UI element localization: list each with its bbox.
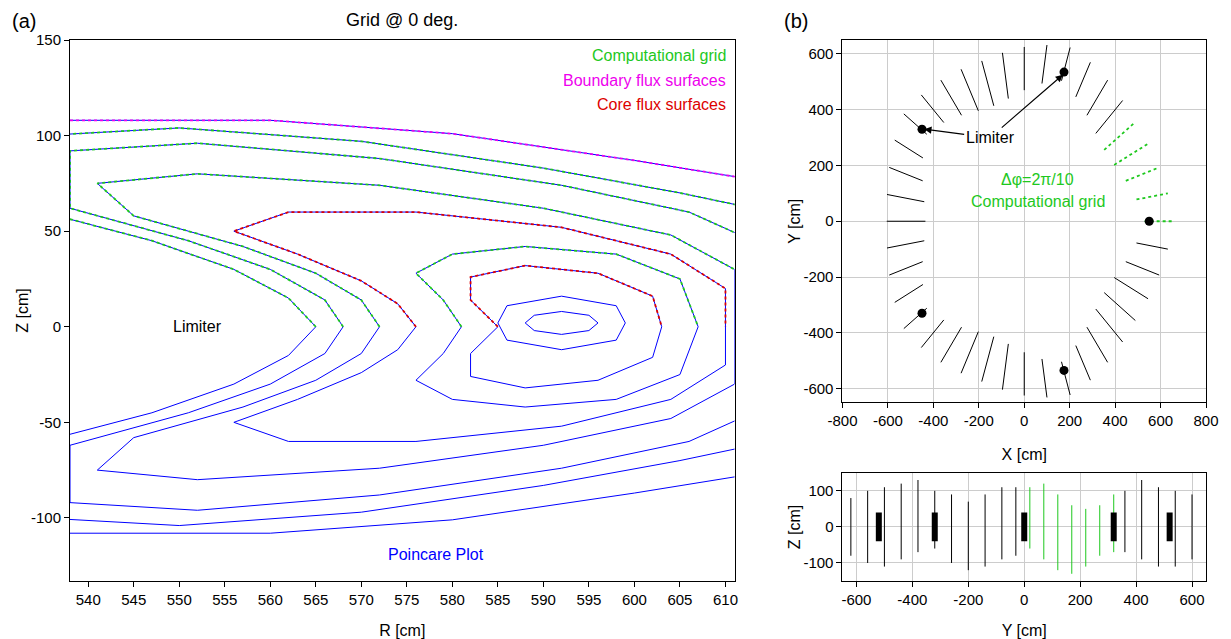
svg-text:800: 800 — [1193, 412, 1218, 429]
svg-text:Poincare Plot: Poincare Plot — [388, 546, 484, 563]
svg-text:0: 0 — [1020, 591, 1028, 608]
svg-text:0: 0 — [53, 318, 61, 335]
svg-text:R [cm]: R [cm] — [379, 622, 425, 639]
svg-text:400: 400 — [1124, 591, 1149, 608]
svg-text:570: 570 — [349, 591, 374, 608]
svg-text:X [cm]: X [cm] — [1002, 446, 1047, 463]
svg-text:-400: -400 — [918, 412, 948, 429]
svg-text:100: 100 — [808, 482, 833, 499]
svg-text:200: 200 — [1057, 412, 1082, 429]
svg-text:555: 555 — [212, 591, 237, 608]
svg-text:100: 100 — [36, 127, 61, 144]
svg-text:0: 0 — [825, 212, 833, 229]
svg-text:540: 540 — [76, 591, 101, 608]
svg-text:610: 610 — [713, 591, 738, 608]
svg-text:50: 50 — [44, 222, 61, 239]
svg-text:-600: -600 — [841, 591, 871, 608]
svg-text:590: 590 — [531, 591, 556, 608]
svg-text:Computational grid: Computational grid — [971, 193, 1105, 210]
svg-text:Computational grid: Computational grid — [592, 47, 726, 64]
svg-text:585: 585 — [485, 591, 510, 608]
svg-text:-800: -800 — [827, 412, 857, 429]
svg-text:-50: -50 — [39, 414, 61, 431]
svg-text:545: 545 — [121, 591, 146, 608]
svg-text:Y [cm]: Y [cm] — [1002, 622, 1047, 639]
svg-text:150: 150 — [36, 31, 61, 48]
svg-text:595: 595 — [576, 591, 601, 608]
svg-text:400: 400 — [808, 101, 833, 118]
svg-text:600: 600 — [1148, 412, 1173, 429]
svg-text:-100: -100 — [31, 509, 61, 526]
svg-text:Δφ=2π/10: Δφ=2π/10 — [1001, 171, 1074, 188]
svg-text:600: 600 — [1180, 591, 1205, 608]
svg-text:-200: -200 — [964, 412, 994, 429]
svg-text:600: 600 — [808, 45, 833, 62]
svg-text:-400: -400 — [897, 591, 927, 608]
svg-text:Grid @ 0 deg.: Grid @ 0 deg. — [346, 10, 458, 30]
svg-text:Limiter: Limiter — [173, 318, 222, 335]
svg-text:0: 0 — [825, 518, 833, 535]
svg-text:Core flux surfaces: Core flux surfaces — [597, 96, 726, 113]
svg-text:-600: -600 — [803, 380, 833, 397]
svg-text:565: 565 — [303, 591, 328, 608]
svg-text:550: 550 — [167, 591, 192, 608]
svg-text:200: 200 — [1068, 591, 1093, 608]
svg-text:600: 600 — [622, 591, 647, 608]
svg-text:0: 0 — [1020, 412, 1028, 429]
svg-text:-200: -200 — [803, 268, 833, 285]
svg-text:-600: -600 — [873, 412, 903, 429]
svg-text:(b): (b) — [784, 10, 808, 32]
svg-text:560: 560 — [258, 591, 283, 608]
svg-text:575: 575 — [394, 591, 419, 608]
svg-text:-400: -400 — [803, 324, 833, 341]
svg-text:Limiter: Limiter — [966, 129, 1015, 146]
svg-text:400: 400 — [1103, 412, 1128, 429]
svg-text:580: 580 — [440, 591, 465, 608]
svg-text:-100: -100 — [803, 554, 833, 571]
svg-text:Limiter: Limiter — [966, 129, 1015, 146]
svg-text:Boundary flux surfaces: Boundary flux surfaces — [563, 72, 726, 89]
svg-text:Y [cm]: Y [cm] — [786, 199, 803, 244]
svg-text:-200: -200 — [953, 591, 983, 608]
svg-text:Z [cm]: Z [cm] — [14, 288, 31, 332]
svg-text:605: 605 — [667, 591, 692, 608]
svg-text:200: 200 — [808, 157, 833, 174]
svg-text:Z [cm]: Z [cm] — [786, 505, 803, 549]
svg-text:(a): (a) — [12, 10, 36, 32]
